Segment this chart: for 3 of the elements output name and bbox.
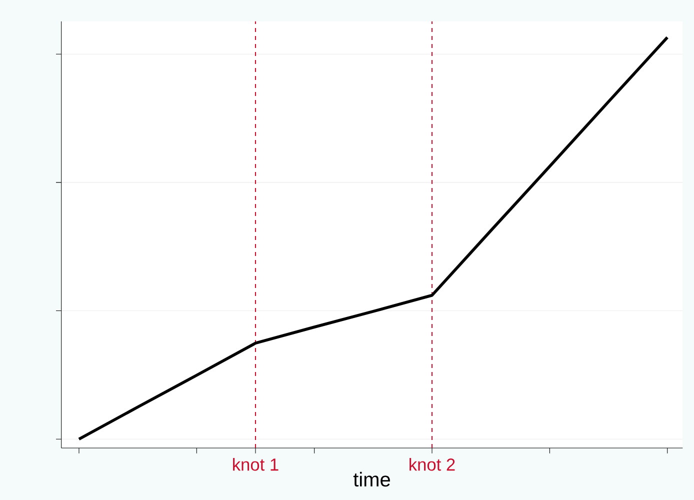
x-tick-label: knot 2 xyxy=(410,458,455,471)
x-axis-title: time xyxy=(353,472,390,487)
x-tick-label: knot 1 xyxy=(233,458,278,471)
